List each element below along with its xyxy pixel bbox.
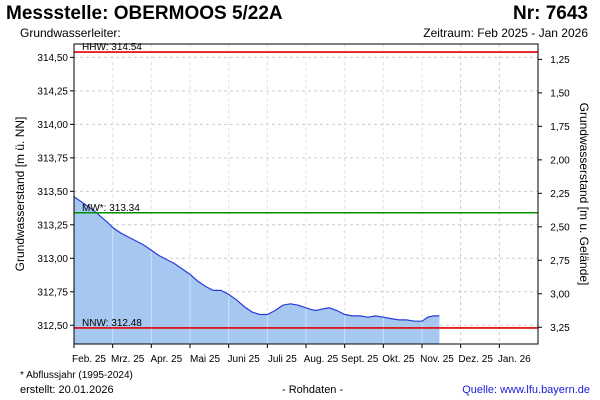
x-tick-label: Juli 25 bbox=[268, 354, 297, 365]
x-tick-label: Dez. 25 bbox=[458, 354, 493, 365]
y-tick-label: 312,50 bbox=[37, 321, 68, 332]
y2-tick-label: 3,25 bbox=[550, 323, 570, 334]
y-tick-label: 314,50 bbox=[37, 53, 68, 64]
aquifer-label: Grundwasserleiter: bbox=[20, 26, 121, 40]
reference-label: NNW: 312.48 bbox=[82, 318, 142, 329]
y-axis-title: Grundwasserstand [m ü. NN] bbox=[13, 117, 27, 272]
x-tick-label: Aug. 25 bbox=[304, 354, 339, 365]
reference-label: MW*: 313.34 bbox=[82, 203, 140, 214]
x-tick-label: Feb. 25 bbox=[72, 354, 106, 365]
y-tick-label: 314,25 bbox=[37, 86, 68, 97]
y-tick-label: 313,75 bbox=[37, 153, 68, 164]
raw-data-note: - Rohdaten - bbox=[282, 384, 344, 396]
y2-tick-label: 2,25 bbox=[550, 189, 570, 200]
x-tick-label: Apr. 25 bbox=[150, 354, 182, 365]
y2-tick-label: 2,50 bbox=[550, 222, 570, 233]
grid bbox=[74, 44, 538, 344]
x-tick-label: Okt. 25 bbox=[382, 354, 415, 365]
period-label: Zeitraum: Feb 2025 - Jan 2026 bbox=[423, 26, 588, 40]
series-fill bbox=[74, 196, 440, 344]
y-axis-ticks: 312,50 312,75 313,00 313,25 313,50 313,75 314,… bbox=[37, 53, 74, 332]
source-link[interactable]: Quelle: www.lfu.bayern.de bbox=[462, 384, 590, 396]
series-area bbox=[73, 44, 440, 344]
reference-label: HHW: 314.54 bbox=[82, 42, 142, 53]
series-line bbox=[73, 196, 440, 322]
x-tick-label: Nov. 25 bbox=[420, 354, 454, 365]
y-tick-label: 313,00 bbox=[37, 254, 68, 265]
x-tick-label: Mai 25 bbox=[190, 354, 220, 365]
y2-axis-ticks: 1,25 1,50 1,75 2,00 2,25 2,50 2,75 3,00 3,25 bbox=[538, 55, 570, 334]
created-date: erstellt: 20.01.2026 bbox=[20, 384, 114, 396]
x-tick-label: Mrz. 25 bbox=[111, 354, 145, 365]
x-tick-label: Jan. 26 bbox=[498, 354, 531, 365]
y2-tick-label: 2,75 bbox=[550, 256, 570, 267]
y-tick-label: 314,00 bbox=[37, 120, 68, 131]
y-tick-label: 312,75 bbox=[37, 287, 68, 298]
y2-axis-title: Grundwasserstand [m u. Gelände] bbox=[577, 103, 591, 286]
reference-lines: HHW: 314.54 MW*: 313.34 NNW: 312.48 bbox=[74, 42, 538, 329]
station-number: Nr: 7643 bbox=[513, 3, 588, 24]
y2-tick-label: 1,25 bbox=[550, 55, 570, 66]
footnote: * Abflussjahr (1995-2024) bbox=[20, 370, 133, 381]
x-axis-ticks: Feb. 25 Mrz. 25 Apr. 25 Mai 25 Juni 25 Juli 2… bbox=[72, 344, 531, 365]
y2-tick-label: 1,50 bbox=[550, 88, 570, 99]
x-tick-label: Juni 25 bbox=[228, 354, 261, 365]
y2-tick-label: 1,75 bbox=[550, 122, 570, 133]
y-tick-label: 313,50 bbox=[37, 187, 68, 198]
y-tick-label: 313,25 bbox=[37, 220, 68, 231]
page-title: Messstelle: OBERMOOS 5/22A bbox=[6, 3, 283, 24]
x-tick-label: Sept. 25 bbox=[341, 354, 379, 365]
y2-tick-label: 3,00 bbox=[550, 289, 570, 300]
y2-tick-label: 2,00 bbox=[550, 155, 570, 166]
